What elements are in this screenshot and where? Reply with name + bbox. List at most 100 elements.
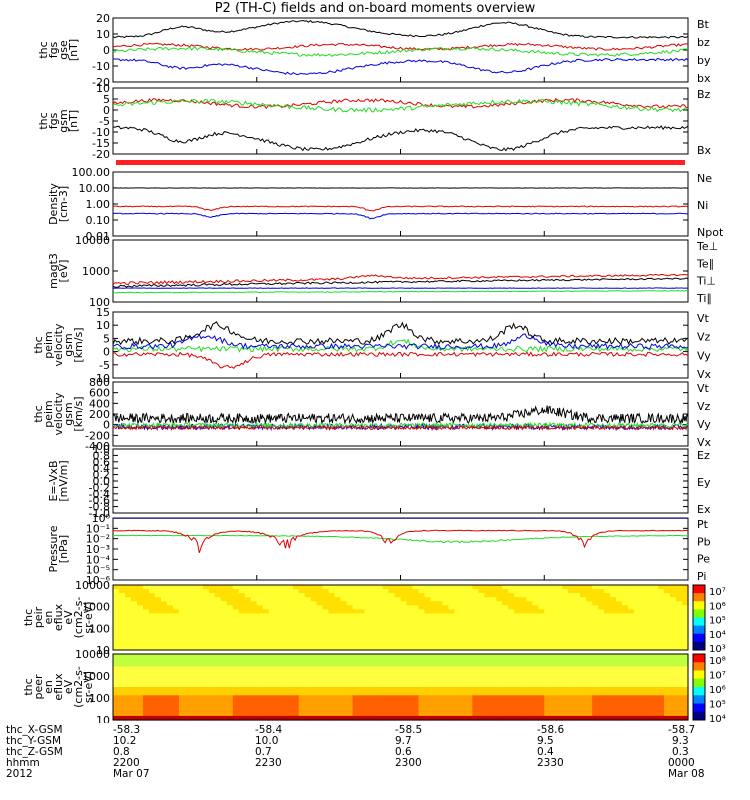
footer-time-value: 2300 <box>395 757 422 769</box>
spectrogram-cell <box>544 617 551 623</box>
spectrogram-cell <box>484 613 491 619</box>
spectrogram-cell <box>556 613 563 619</box>
footer-time-value: 2330 <box>537 757 564 769</box>
spectrogram-cell <box>125 695 132 700</box>
spectrogram-cell <box>172 691 180 696</box>
spectrogram-cell <box>508 666 515 672</box>
spectrogram-cell <box>514 670 521 676</box>
spectrogram-cell <box>388 670 396 676</box>
spectrogram-cell <box>616 691 623 696</box>
spectrogram-cell <box>574 625 581 631</box>
spectrogram-cell <box>514 674 521 680</box>
spectrogram-cell <box>256 621 264 627</box>
spectrogram-cell <box>184 637 192 643</box>
y-tick-label: 10⁻¹ <box>86 522 110 535</box>
spectrogram-cell <box>442 715 449 721</box>
spectrogram-cell <box>166 707 174 713</box>
spectrogram-cell <box>238 695 246 700</box>
spectrogram-cell <box>220 703 228 709</box>
spectrogram-cell <box>113 699 120 705</box>
spectrogram-cell <box>430 625 437 631</box>
spectrogram-cell <box>628 699 635 705</box>
spectrogram-cell <box>550 674 557 680</box>
spectrogram-cell <box>232 715 240 721</box>
footer-time-value: 2230 <box>255 757 282 769</box>
spectrogram-cell <box>322 633 330 639</box>
spectrogram-cell <box>268 645 276 651</box>
spectrogram-cell <box>460 654 467 659</box>
spectrogram-cell <box>244 662 252 667</box>
spectrogram-cell <box>316 629 324 635</box>
y-axis-label: sr-eV) <box>82 601 95 633</box>
spectrogram-cell <box>292 625 300 631</box>
spectrogram-cell <box>358 682 366 688</box>
spectrogram-cell <box>478 703 485 709</box>
spectrogram-cell <box>178 613 186 619</box>
spectrogram-cell <box>490 662 497 667</box>
spectrogram-cell <box>394 645 402 651</box>
spectrogram-cell <box>550 597 557 602</box>
spectrogram-cell <box>172 699 180 705</box>
spectrogram-cell <box>256 641 264 647</box>
spectrogram-cell <box>119 637 126 643</box>
spectrogram-cell <box>352 625 360 631</box>
spectrogram-cell <box>376 589 384 594</box>
spectrogram-cell <box>442 609 449 615</box>
spectrogram-cell <box>262 613 270 619</box>
spectrogram-cell <box>406 670 414 676</box>
spectrogram-cell <box>634 597 641 602</box>
spectrogram-cell <box>244 654 252 659</box>
spectrogram-cell <box>137 687 144 692</box>
spectrogram-cell <box>454 682 461 688</box>
spectrogram-cell <box>424 703 432 709</box>
spectrogram-cell <box>412 699 420 705</box>
spectrogram-cell <box>634 707 641 713</box>
spectrogram-cell <box>232 687 240 692</box>
y-tick-label: -20 <box>92 76 110 89</box>
spectrogram-cell <box>610 662 617 667</box>
spectrogram-cell <box>454 605 461 610</box>
spectrogram-cell <box>538 654 545 659</box>
spectrogram-cell <box>113 691 120 696</box>
y-tick-label: 1.0 <box>93 443 111 456</box>
spectrogram-cell <box>580 654 587 659</box>
spectrogram-cell <box>178 703 186 709</box>
spectrogram-cell <box>502 711 509 717</box>
spectrogram-cell <box>328 597 336 602</box>
spectrogram-cell <box>382 605 390 610</box>
spectrogram-cell <box>604 674 611 680</box>
spectrogram-cell <box>340 589 348 594</box>
y-tick-label: -10 <box>92 372 110 385</box>
spectrogram-cell <box>592 703 599 709</box>
spectrogram-cell <box>460 617 467 623</box>
spectrogram-cell <box>484 666 491 672</box>
y-axis-label: [cm-3] <box>57 186 70 222</box>
spectrogram-cell <box>382 633 390 639</box>
spectrogram-cell <box>388 625 396 631</box>
spectrogram-cell <box>178 666 186 672</box>
spectrogram-cell <box>496 703 503 709</box>
spectrogram-cell <box>496 662 503 667</box>
spectrogram-cell <box>148 699 156 705</box>
spectrogram-cell <box>388 621 396 627</box>
spectrogram-cell <box>256 703 264 709</box>
spectrogram-cell <box>358 609 366 615</box>
spectrogram-cell <box>280 605 288 610</box>
spectrogram-cell <box>652 662 659 667</box>
spectrogram-cell <box>664 682 671 688</box>
spectrogram-cell <box>424 678 432 684</box>
spectrogram-cell <box>598 691 605 696</box>
spectrogram-cell <box>496 670 503 676</box>
spectrogram-cell <box>292 585 300 590</box>
spectrogram-cell <box>580 670 587 676</box>
spectrogram-cell <box>520 691 527 696</box>
spectrogram-cell <box>376 585 384 590</box>
spectrogram-cell <box>154 695 162 700</box>
spectrogram-cell <box>172 605 180 610</box>
spectrogram-cell <box>478 662 485 667</box>
spectrogram-cell <box>460 597 467 602</box>
spectrogram-cell <box>580 658 587 663</box>
y-tick-label: 400 <box>89 397 110 410</box>
spectrogram-cell <box>208 605 216 610</box>
spectrogram-cell <box>280 699 288 705</box>
